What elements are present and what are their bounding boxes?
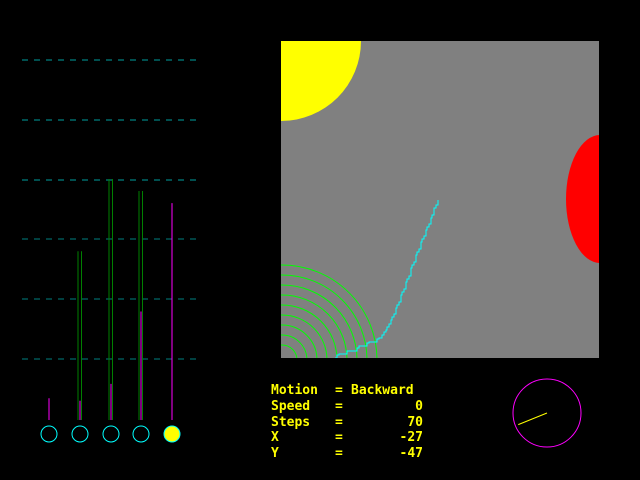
sensor-indicator: [71, 425, 89, 443]
signal-ring: [281, 344, 298, 358]
compass: [512, 378, 582, 448]
steps-value: 70: [407, 414, 423, 430]
motion-value: Backward: [351, 383, 414, 398]
sensor-indicator: [132, 425, 150, 443]
steps-label: Steps: [271, 414, 311, 430]
signal-rings: [281, 264, 378, 358]
sensor-bars: [40, 179, 181, 443]
equals: =: [335, 430, 343, 446]
x-row: X = -27: [271, 430, 423, 446]
compass-needle: [518, 412, 548, 426]
sensor-indicator: [163, 425, 181, 443]
equals: =: [335, 446, 343, 462]
speed-value: 0: [415, 398, 423, 414]
compass-ring: [512, 378, 582, 448]
signal-ring: [281, 334, 308, 358]
x-value: -27: [399, 430, 423, 446]
equals: =: [335, 383, 343, 398]
signal-ring: [281, 294, 348, 358]
y-value: -47: [399, 446, 423, 462]
arena: [281, 41, 599, 358]
signal-ring: [281, 324, 318, 358]
light-source: [281, 41, 361, 121]
signal-ring: [281, 274, 368, 358]
signal-ring: [281, 314, 328, 358]
steps-row: Steps = 70: [271, 415, 423, 431]
status-readout: Motion = Backward Speed = 0 Steps = 70 X = -27 Y = -47: [271, 383, 423, 462]
signal-ring: [281, 264, 378, 358]
y-row: Y = -47: [271, 446, 423, 462]
motion-row: Motion = Backward: [271, 383, 423, 399]
speed-row: Speed = 0: [271, 399, 423, 415]
speed-label: Speed: [271, 398, 311, 414]
x-label: X: [271, 430, 279, 446]
y-label: Y: [271, 446, 279, 462]
equals: =: [335, 398, 343, 414]
signal-ring: [281, 304, 338, 358]
equals: =: [335, 414, 343, 430]
sensor-indicator: [40, 425, 58, 443]
motion-label: Motion: [271, 383, 318, 398]
robot-trail: [335, 200, 439, 358]
sensor-indicator: [102, 425, 120, 443]
obstacle: [566, 135, 599, 263]
signal-ring: [281, 284, 358, 358]
